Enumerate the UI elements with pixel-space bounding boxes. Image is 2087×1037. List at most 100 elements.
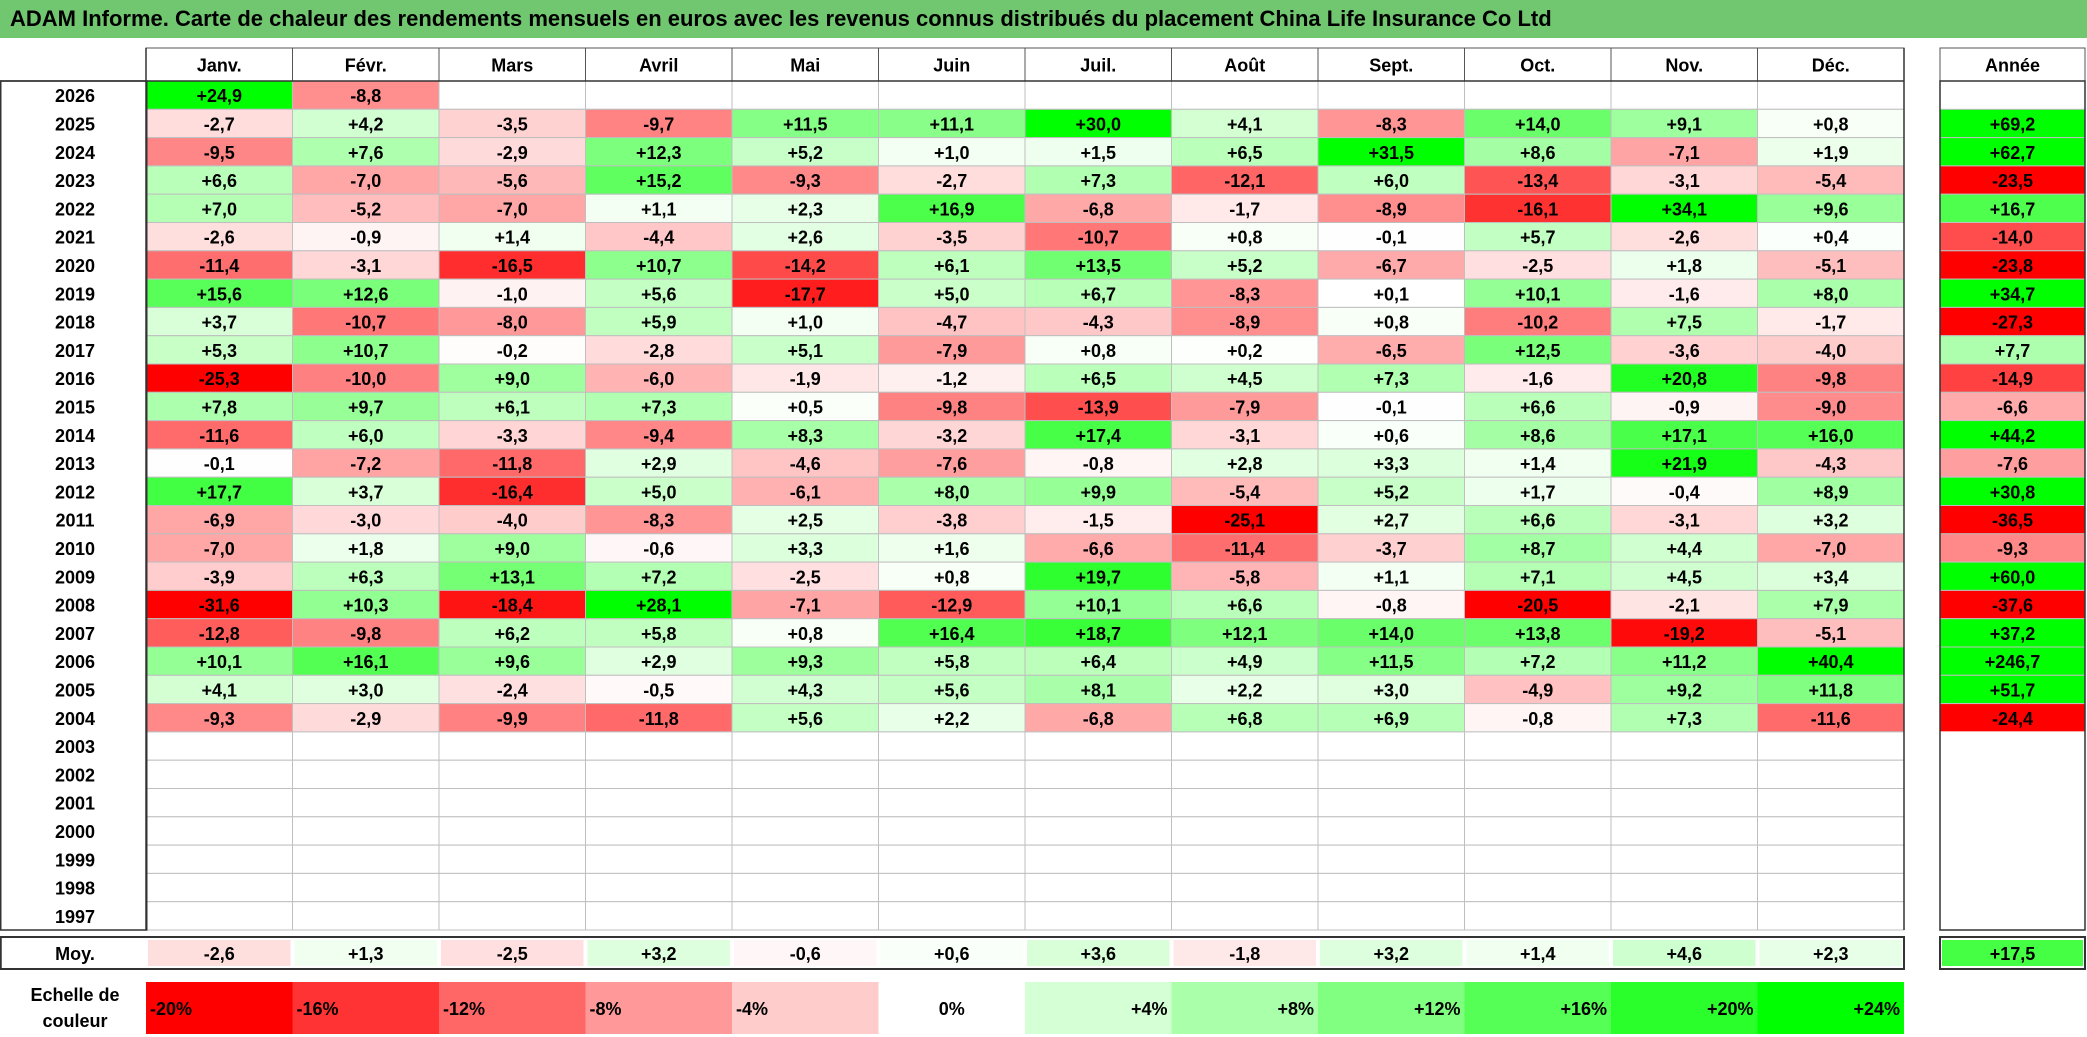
scale-label: -16% [297, 999, 339, 1019]
scale-swatch [878, 982, 1025, 1034]
annual-cell [1939, 165, 2086, 195]
heatmap-cell [731, 872, 879, 903]
scale-label: +20% [1707, 999, 1754, 1019]
heatmap-cell [145, 646, 293, 676]
heatmap-cell [292, 816, 440, 846]
heatmap-cell [585, 391, 733, 422]
annual-cell [1939, 872, 2086, 903]
average-value: +1,4 [1520, 944, 1556, 964]
average-cell [1613, 940, 1756, 966]
cell-value: -9,8 [350, 624, 381, 644]
annual-value: -23,5 [1992, 171, 2033, 191]
heatmap-cell [1464, 165, 1612, 195]
cell-value: +7,3 [1080, 171, 1116, 191]
cell-value: -2,5 [1522, 256, 1553, 276]
heatmap-cell [1464, 844, 1612, 874]
cell-value: -5,4 [1815, 171, 1846, 191]
heatmap-cell [1024, 646, 1172, 676]
cell-value: +5,2 [1227, 256, 1263, 276]
heatmap-cell [1610, 363, 1758, 393]
heatmap-cell [1317, 278, 1465, 308]
cell-value: +24,9 [196, 86, 242, 106]
month-header-cell [1464, 47, 1612, 82]
heatmap-cell [292, 872, 440, 903]
average-value: -2,6 [204, 944, 235, 964]
cell-value: +0,8 [787, 624, 823, 644]
scale-label: +12% [1414, 999, 1461, 1019]
cell-value: +1,4 [1520, 454, 1556, 474]
cell-value: +3,3 [1373, 454, 1409, 474]
heatmap-cell [1464, 646, 1612, 676]
heatmap-cell [1317, 731, 1465, 761]
scale-swatch [1025, 982, 1172, 1034]
annual-cell [1939, 108, 2086, 139]
annual-value: -37,6 [1992, 596, 2033, 616]
heatmap-cell [1464, 561, 1612, 591]
heatmap-cell [731, 505, 879, 535]
cell-value: -8,8 [350, 86, 381, 106]
heatmap-cell [585, 561, 733, 591]
year-label: 2015 [55, 397, 95, 417]
heatmap-cell [1464, 703, 1612, 733]
heatmap-cell [731, 363, 879, 393]
cell-value: -11,6 [199, 426, 239, 446]
heatmap-cell [1610, 589, 1758, 620]
heatmap-cell [1464, 872, 1612, 903]
scale-label: -12% [443, 999, 485, 1019]
heatmap-cell [1171, 788, 1319, 818]
cell-value: -19,2 [1664, 624, 1705, 644]
cell-value: +15,2 [636, 171, 682, 191]
heatmap-cell [1757, 674, 1905, 705]
year-label: 2021 [55, 228, 95, 248]
year-label: 2024 [55, 143, 95, 163]
heatmap-cell [1171, 731, 1319, 761]
cell-value: -25,1 [1224, 511, 1265, 531]
heatmap-cell [1317, 505, 1465, 535]
average-cell [1320, 940, 1463, 966]
heatmap-cell [1757, 222, 1905, 252]
year-label: 2012 [55, 482, 95, 502]
cell-value: -1,0 [497, 284, 528, 304]
cell-value: +7,3 [641, 397, 677, 417]
annual-value: +60,0 [1990, 567, 2036, 587]
cell-value: +20,8 [1661, 369, 1707, 389]
cell-value: -11,8 [492, 454, 532, 474]
cell-value: -3,8 [936, 511, 967, 531]
heatmap-cell [1024, 844, 1172, 874]
cell-value: -9,4 [643, 426, 674, 446]
cell-value: +1,5 [1080, 143, 1116, 163]
annual-value: +44,2 [1990, 426, 2036, 446]
cell-value: +7,1 [1520, 567, 1556, 587]
cell-value: +0,8 [1373, 313, 1409, 333]
annual-value: +51,7 [1990, 680, 2036, 700]
cell-value: +5,6 [641, 284, 677, 304]
heatmap-cell [438, 363, 586, 393]
heatmap-cell [1317, 306, 1465, 337]
heatmap-cell [292, 165, 440, 195]
cell-value: +0,1 [1373, 284, 1409, 304]
annual-cell [1939, 476, 2086, 507]
heatmap-cell [292, 391, 440, 422]
heatmap-cell [438, 816, 586, 846]
scale-swatch [146, 982, 293, 1034]
year-label: 2018 [55, 313, 95, 333]
cell-value: -3,1 [1229, 426, 1260, 446]
heatmap-cell [1610, 108, 1758, 139]
cell-value: -6,6 [1083, 539, 1114, 559]
cell-value: +6,5 [1227, 143, 1263, 163]
cell-value: -7,0 [350, 171, 381, 191]
cell-value: +5,1 [787, 341, 823, 361]
cell-value: +2,5 [787, 511, 823, 531]
heatmap-cell [1464, 816, 1612, 846]
heatmap-cell [878, 363, 1026, 393]
cell-value: +7,5 [1666, 313, 1702, 333]
scale-label: +24% [1853, 999, 1900, 1019]
cell-value: -7,1 [790, 596, 821, 616]
cell-value: -13,9 [1078, 397, 1119, 417]
year-label: 2002 [55, 765, 95, 785]
year-label: 1997 [55, 907, 95, 927]
annual-value: -14,0 [1992, 228, 2033, 248]
heatmap-cell [145, 448, 293, 478]
cell-value: -2,7 [936, 171, 967, 191]
heatmap-cell [731, 759, 879, 790]
